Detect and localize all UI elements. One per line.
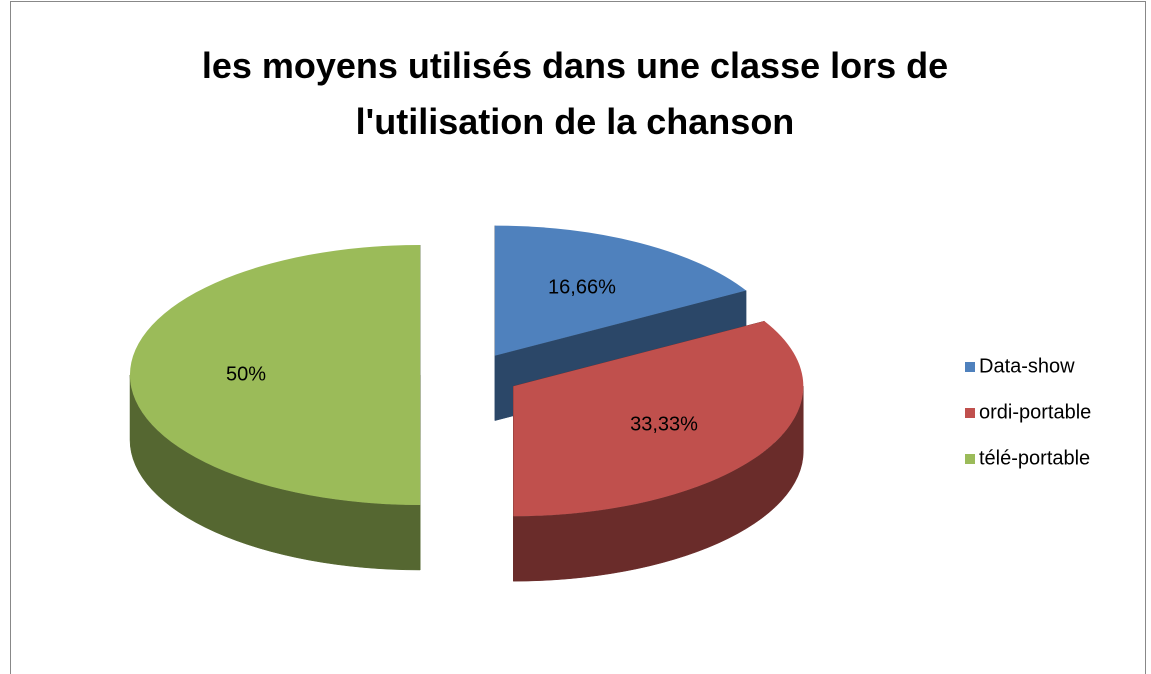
legend-label: Data-show xyxy=(979,355,1075,377)
legend: Data-show ordi-portable télé-portable xyxy=(965,355,1091,469)
legend-swatch xyxy=(965,362,975,372)
legend-label: télé-portable xyxy=(979,447,1090,469)
legend-swatch xyxy=(965,454,975,464)
data-label: 50% xyxy=(226,363,266,385)
chart-title: les moyens utilisés dans une classe lors… xyxy=(201,45,949,142)
slice xyxy=(129,245,421,506)
slice xyxy=(513,321,804,517)
legend-swatch xyxy=(965,408,975,418)
data-label: 16,66% xyxy=(548,276,616,298)
pie: 16,66% 33,33% 50% xyxy=(129,225,804,582)
legend-label: ordi-portable xyxy=(979,401,1091,423)
slice xyxy=(494,225,747,356)
data-label: 33,33% xyxy=(630,413,698,435)
